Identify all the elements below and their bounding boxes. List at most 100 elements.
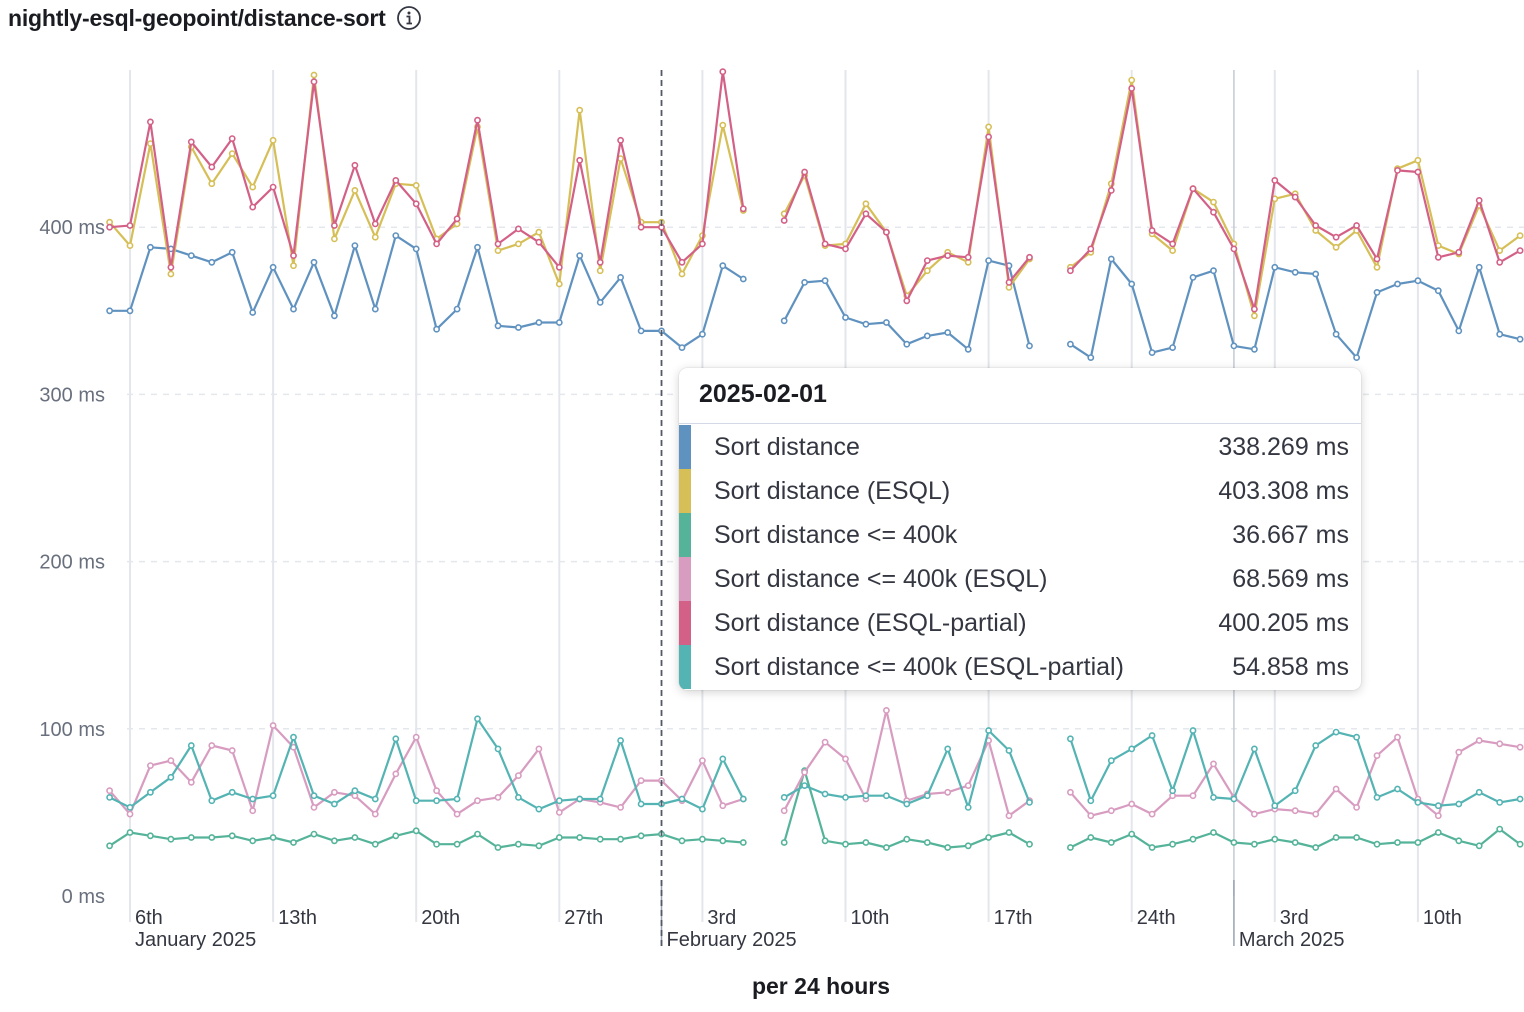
data-point: [228, 788, 236, 796]
data-point: [801, 278, 808, 286]
data-point: [1067, 788, 1074, 796]
data-point: [1353, 354, 1360, 361]
chart-header: nightly-esql-geopoint/distance-sort: [8, 2, 422, 34]
data-point: [412, 181, 420, 189]
series-line: [783, 125, 1031, 297]
data-point: [433, 325, 440, 333]
data-point: [412, 200, 420, 208]
data-point: [1128, 280, 1136, 288]
data-point: [1434, 802, 1442, 810]
data-point: [126, 307, 134, 315]
data-point: [249, 807, 257, 815]
data-point: [1516, 335, 1524, 343]
data-point: [228, 135, 236, 142]
data-point: [1312, 844, 1320, 851]
data-point: [330, 235, 338, 243]
data-point: [1496, 247, 1504, 254]
data-point: [1373, 752, 1381, 759]
data-point: [739, 795, 747, 803]
data-point: [126, 242, 134, 249]
tooltip-series-value: 68.569 ms: [1232, 564, 1349, 593]
data-point: [1169, 240, 1176, 248]
data-point: [985, 123, 992, 131]
data-point: [1271, 176, 1279, 184]
x-tick-label: 6th: [135, 907, 163, 929]
data-point: [1230, 245, 1238, 253]
data-point: [719, 262, 727, 270]
data-point: [249, 309, 257, 316]
data-point: [106, 842, 113, 850]
data-point: [1251, 810, 1258, 818]
data-point: [596, 795, 604, 803]
data-point: [535, 842, 543, 850]
data-point: [617, 136, 624, 144]
data-point: [1251, 840, 1258, 848]
data-point: [1373, 288, 1381, 296]
data-point: [617, 835, 624, 843]
data-point: [719, 802, 727, 810]
data-point: [433, 797, 440, 805]
data-point: [923, 839, 931, 846]
data-point: [555, 797, 563, 805]
data-point: [330, 800, 338, 808]
data-point: [821, 837, 829, 845]
data-point: [1455, 748, 1463, 756]
data-point: [1210, 794, 1217, 801]
y-tick-label: 400 ms: [39, 217, 105, 239]
data-point: [1475, 737, 1483, 744]
data-point: [535, 745, 543, 753]
data-point: [719, 837, 727, 845]
data-point: [310, 830, 318, 838]
data-point: [474, 715, 481, 723]
data-point: [1128, 800, 1136, 808]
data-point: [310, 804, 318, 811]
data-point: [1169, 840, 1176, 848]
data-point: [1189, 835, 1197, 843]
data-point: [883, 228, 890, 236]
data-point: [1087, 834, 1095, 841]
data-point: [208, 163, 216, 171]
data-point: [739, 839, 747, 846]
data-point: [1475, 263, 1483, 271]
data-point: [1210, 198, 1217, 206]
data-point: [1067, 340, 1074, 348]
data-point: [1455, 248, 1463, 256]
data-point: [290, 305, 297, 313]
data-point: [228, 150, 236, 157]
data-point: [1312, 222, 1320, 229]
info-circle-icon[interactable]: [396, 5, 422, 31]
data-point: [1087, 354, 1095, 361]
data-point: [1230, 839, 1238, 846]
data-point: [1210, 208, 1217, 216]
series-swatch: [679, 645, 691, 689]
data-point: [842, 840, 849, 848]
tooltip-series-label: Sort distance <= 400k: [714, 520, 958, 549]
tooltip-row: Sort distance <= 400k (ESQL-partial) 54.…: [679, 645, 1361, 689]
data-point: [249, 203, 257, 211]
data-point: [1026, 840, 1033, 848]
data-point: [821, 240, 829, 248]
data-point: [576, 834, 584, 841]
data-point: [780, 807, 788, 815]
x-tick-label: 24th: [1137, 907, 1176, 929]
data-point: [494, 322, 502, 330]
data-point: [1434, 253, 1442, 261]
tooltip-row: Sort distance (ESQL) 403.308 ms: [679, 469, 1361, 513]
data-point: [780, 839, 788, 846]
data-point: [1496, 799, 1504, 806]
data-point: [699, 240, 706, 248]
data-point: [1475, 196, 1483, 204]
data-point: [1291, 787, 1299, 795]
data-point: [1394, 785, 1401, 793]
data-point: [1414, 277, 1422, 285]
x-tick-label: 20th: [421, 907, 460, 929]
y-tick-label: 200 ms: [39, 552, 105, 574]
data-point: [1353, 834, 1360, 841]
data-point: [678, 344, 686, 351]
data-point: [1128, 830, 1136, 838]
data-point: [821, 277, 829, 285]
tooltip-series-value: 338.269 ms: [1218, 432, 1349, 461]
data-point: [106, 307, 113, 315]
data-point: [596, 298, 604, 306]
